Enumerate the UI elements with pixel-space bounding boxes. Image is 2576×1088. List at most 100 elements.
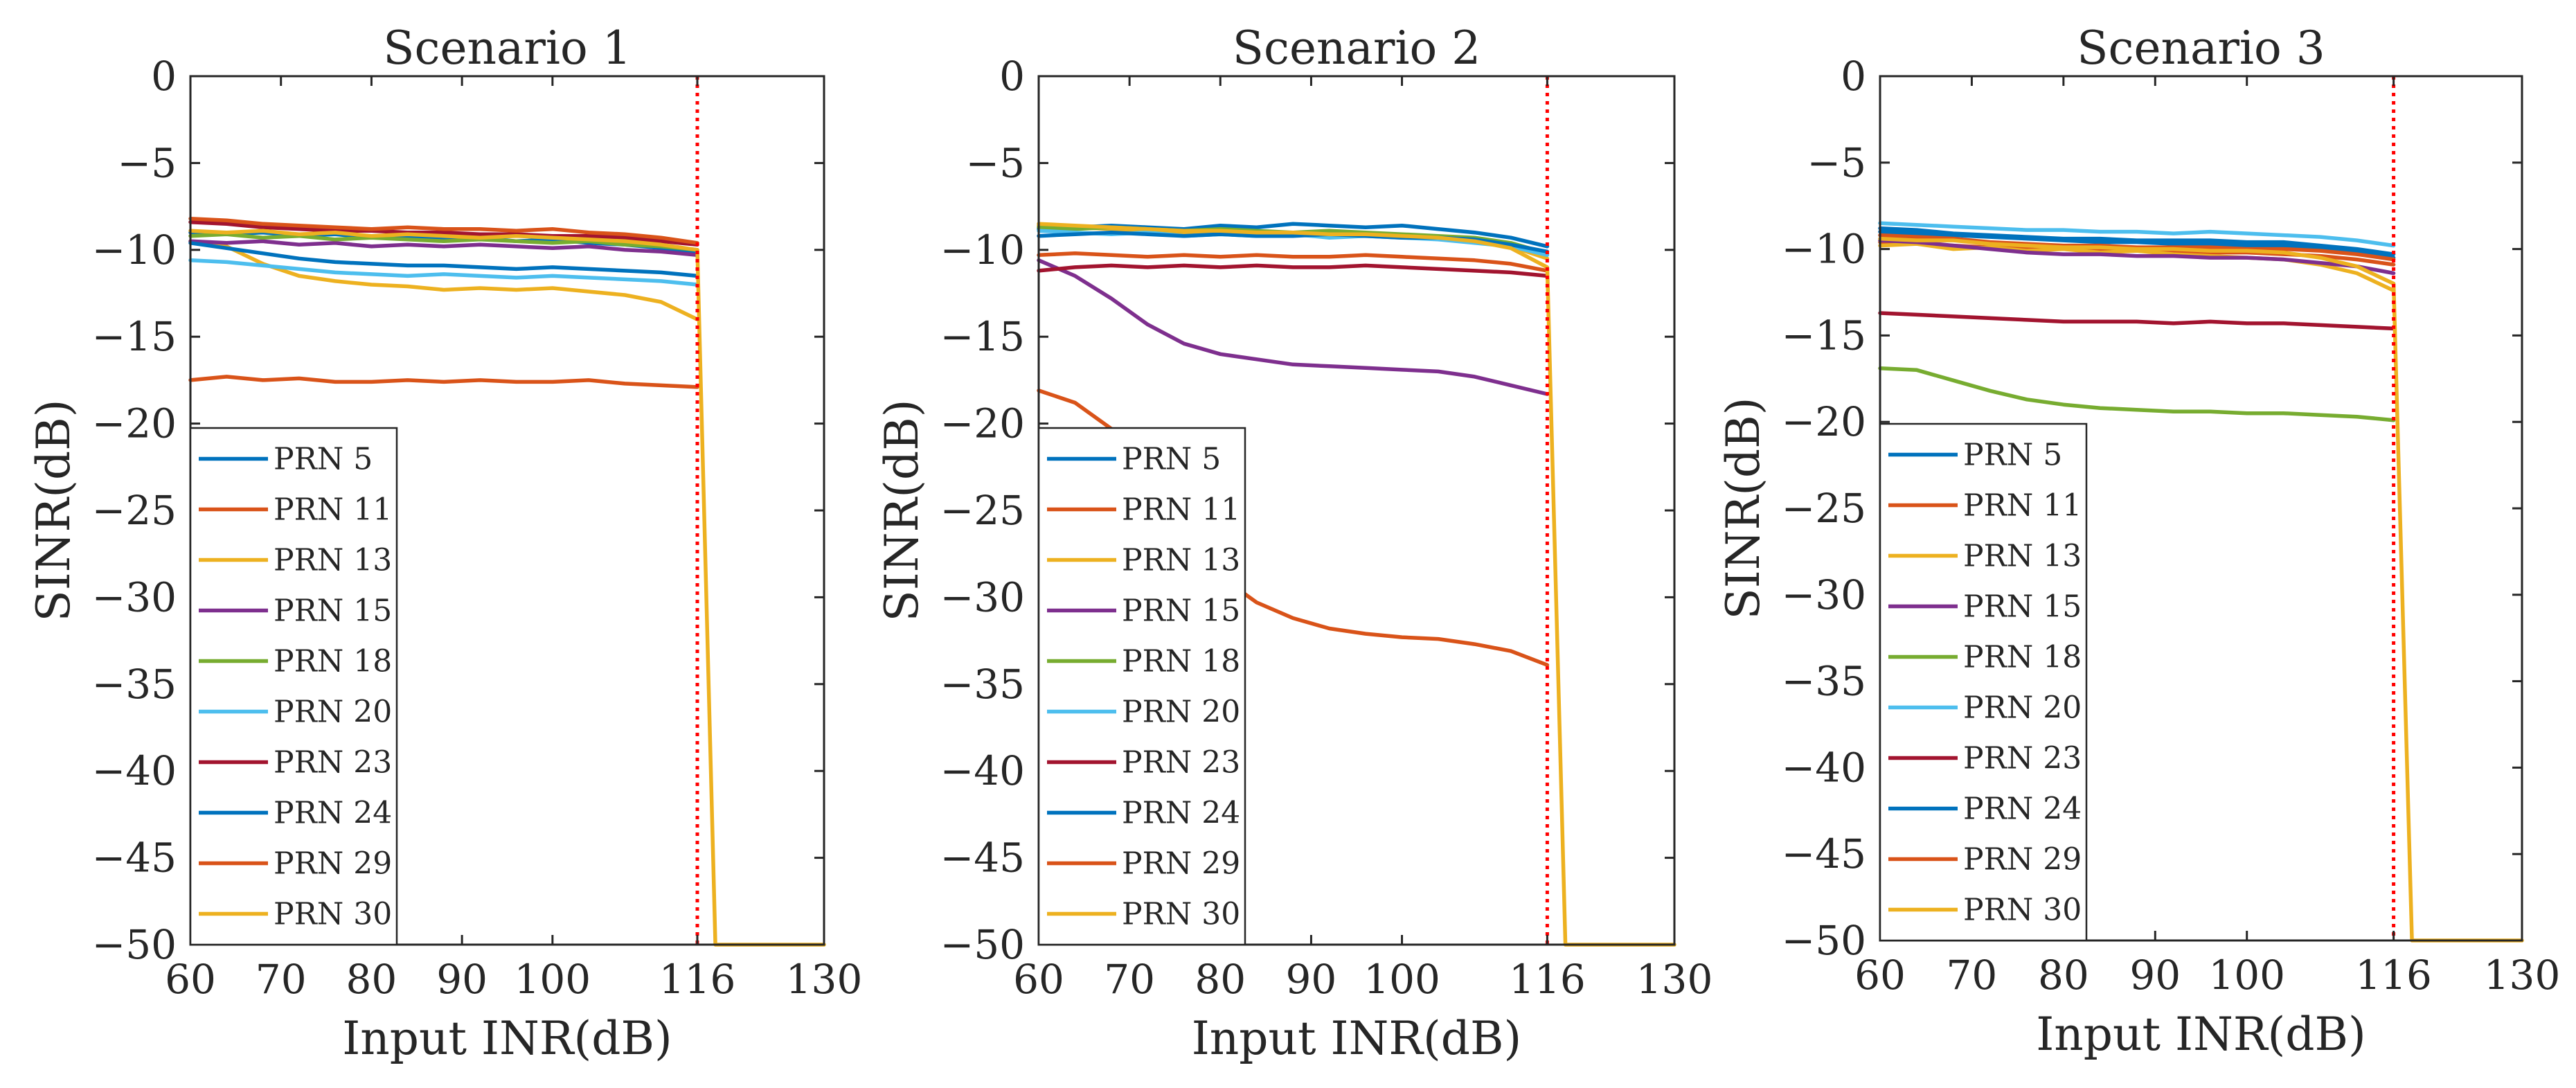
x-tick-label: 116 [1509, 956, 1586, 1003]
y-tick-label: −30 [940, 573, 1025, 621]
y-tick-label: −20 [92, 400, 177, 447]
y-tick-label: −30 [92, 573, 177, 621]
series-line-prn-30 [1878, 236, 2524, 943]
y-tick-label: −25 [940, 487, 1025, 534]
series-line-prn-20 [188, 258, 699, 287]
y-tick-label: −15 [940, 313, 1025, 360]
y-tick-label: −5 [966, 139, 1026, 186]
x-tick-label: 90 [436, 956, 488, 1003]
scenario-2-panel: 60 70 80 90 100 116 130 0 −5 −10 −15 −20 −25 −30 −35 −4… [875, 21, 1712, 1065]
y-tick-label: −25 [92, 487, 177, 534]
x-tick-label: 130 [1636, 956, 1713, 1003]
legend-label-prn-18: PRN 18 [274, 644, 392, 679]
x-tick-label: 80 [2038, 952, 2089, 999]
y-axis-label: SINR(dB) [875, 400, 929, 622]
x-tick-label: 70 [256, 956, 307, 1003]
legend-label-prn-5: PRN 5 [274, 442, 373, 477]
y-tick-label: −35 [92, 661, 177, 708]
legend-label-prn-20: PRN 20 [274, 695, 392, 730]
series-line-prn-18 [188, 232, 699, 252]
chart-title: Scenario 3 [2077, 21, 2325, 75]
y-tick-label: −45 [1782, 830, 1866, 877]
y-tick-label: −10 [1782, 226, 1866, 273]
series-line-prn-30 [188, 229, 826, 947]
y-tick-label: −20 [1782, 398, 1866, 445]
legend-label-prn-24: PRN 24 [1122, 796, 1240, 831]
y-tick-label: 0 [1841, 53, 1866, 100]
x-tick-label: 60 [1854, 952, 1906, 999]
legend-label-prn-13: PRN 13 [274, 543, 392, 578]
legend-label-prn-30: PRN 30 [274, 897, 392, 932]
legend-box [1879, 422, 2088, 942]
series-line-prn-30 [1037, 222, 1676, 947]
y-tick-label: −40 [92, 747, 177, 794]
series-line-prn-24 [1878, 226, 2396, 256]
x-tick-label: 60 [1013, 956, 1064, 1003]
legend-box [189, 427, 398, 946]
y-tick-label: 0 [999, 53, 1025, 100]
series-line-prn-23 [188, 220, 699, 247]
x-tick-label: 100 [2208, 952, 2285, 999]
legend-label-prn-13: PRN 13 [1122, 543, 1240, 578]
legend-label-prn-11: PRN 11 [1122, 492, 1240, 528]
y-tick-label: −50 [940, 921, 1025, 968]
scenario-1-panel: 60 70 80 90 100 116 130 0 −5 −10 −15 −20 −25 −30 −35 −4… [27, 21, 862, 1065]
series-line-prn-15 [188, 239, 699, 258]
legend-label-prn-15: PRN 15 [1122, 594, 1240, 629]
legend: PRN 5 PRN 11 PRN 13 PRN 15 PRN 18 PRN 20 PRN 2… [189, 427, 398, 946]
x-tick-label: 70 [1104, 956, 1155, 1003]
series-line-prn-18 [1878, 366, 2396, 422]
legend-label-prn-11: PRN 11 [274, 492, 392, 528]
y-tick-label: −35 [1782, 658, 1866, 705]
legend: PRN 5 PRN 11 PRN 13 PRN 15 PRN 18 PRN 20 PRN 2… [1879, 422, 2088, 942]
legend-label-prn-15: PRN 15 [274, 594, 392, 629]
series-line-prn-20 [1878, 221, 2396, 248]
x-tick-label: 130 [2484, 952, 2561, 999]
legend-label-prn-29: PRN 29 [1963, 842, 2082, 877]
y-tick-label: −45 [940, 835, 1025, 882]
legend: PRN 5 PRN 11 PRN 13 PRN 15 PRN 18 PRN 20 PRN 2… [1037, 427, 1246, 946]
y-tick-label: −5 [118, 139, 177, 186]
y-tick-label: −40 [940, 747, 1025, 794]
legend-label-prn-23: PRN 23 [1122, 745, 1240, 781]
y-axis-label: SINR(dB) [1717, 398, 1770, 620]
legend-label-prn-29: PRN 29 [274, 846, 392, 882]
legend-label-prn-20: PRN 20 [1963, 690, 2082, 726]
chart-title: Scenario 1 [383, 21, 631, 75]
legend-box [1037, 427, 1246, 946]
x-axis-label: Input INR(dB) [342, 1012, 672, 1065]
legend-label-prn-18: PRN 18 [1122, 644, 1240, 679]
legend-label-prn-30: PRN 30 [1122, 897, 1240, 932]
y-tick-label: −35 [940, 661, 1025, 708]
x-tick-label: 90 [1286, 956, 1337, 1003]
y-tick-label: −30 [1782, 571, 1866, 618]
y-tick-label: −25 [1782, 485, 1866, 532]
series-line-prn-11 [188, 375, 699, 389]
y-tick-label: −15 [1782, 312, 1866, 359]
legend-label-prn-11: PRN 11 [1963, 488, 2082, 524]
x-tick-label: 90 [2129, 952, 2181, 999]
y-tick-label: −40 [1782, 744, 1866, 791]
y-tick-label: −50 [92, 921, 177, 968]
y-tick-label: −10 [940, 226, 1025, 274]
y-tick-label: −5 [1807, 139, 1867, 186]
legend-label-prn-29: PRN 29 [1122, 846, 1240, 882]
x-tick-label: 116 [659, 956, 736, 1003]
x-tick-label: 116 [2355, 952, 2432, 999]
legend-label-prn-24: PRN 24 [1963, 792, 2082, 827]
legend-label-prn-13: PRN 13 [1963, 539, 2082, 574]
series-line-prn-23 [1037, 263, 1550, 278]
x-tick-label: 130 [786, 956, 863, 1003]
legend-label-prn-23: PRN 23 [274, 745, 392, 781]
scenario-3-panel: 60 70 80 90 100 116 130 0 −5 −10 −15 −20 −25 −30 −35 −4… [1717, 21, 2560, 1061]
legend-label-prn-20: PRN 20 [1122, 695, 1240, 730]
legend-label-prn-24: PRN 24 [274, 796, 392, 831]
y-tick-label: −15 [92, 313, 177, 360]
series-line-prn-29 [188, 216, 699, 245]
series-line-prn-24 [188, 241, 699, 278]
legend-label-prn-30: PRN 30 [1963, 893, 2082, 928]
x-axis-label: Input INR(dB) [2036, 1008, 2366, 1061]
x-axis-label: Input INR(dB) [1192, 1012, 1522, 1065]
chart-title: Scenario 2 [1233, 21, 1481, 75]
legend-label-prn-5: PRN 5 [1963, 438, 2062, 473]
